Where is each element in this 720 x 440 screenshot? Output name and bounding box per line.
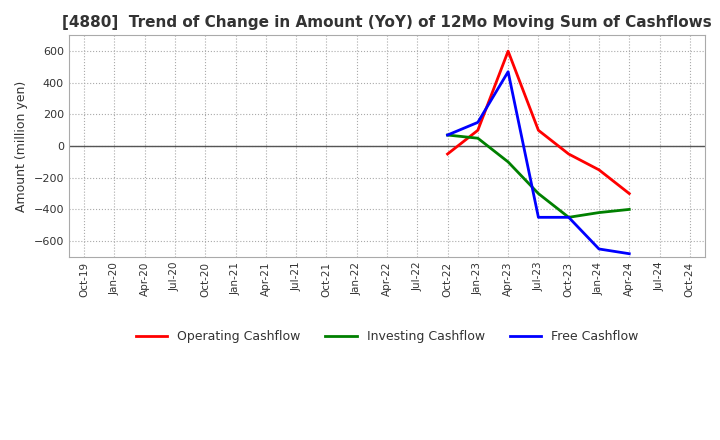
Investing Cashflow [534, 191, 543, 196]
Free Cashflow [444, 132, 452, 138]
Operating Cashflow [625, 191, 634, 196]
Y-axis label: Amount (million yen): Amount (million yen) [15, 81, 28, 212]
Free Cashflow [534, 215, 543, 220]
Operating Cashflow [504, 48, 513, 54]
Operating Cashflow [564, 151, 573, 157]
Investing Cashflow [504, 159, 513, 165]
Line: Operating Cashflow: Operating Cashflow [448, 51, 629, 194]
Operating Cashflow [595, 167, 603, 172]
Line: Free Cashflow: Free Cashflow [448, 72, 629, 254]
Free Cashflow [504, 69, 513, 74]
Investing Cashflow [564, 215, 573, 220]
Line: Investing Cashflow: Investing Cashflow [448, 135, 629, 217]
Operating Cashflow [444, 151, 452, 157]
Investing Cashflow [444, 132, 452, 138]
Investing Cashflow [595, 210, 603, 215]
Free Cashflow [595, 246, 603, 252]
Investing Cashflow [474, 136, 482, 141]
Free Cashflow [564, 215, 573, 220]
Operating Cashflow [534, 128, 543, 133]
Investing Cashflow [625, 207, 634, 212]
Title: [4880]  Trend of Change in Amount (YoY) of 12Mo Moving Sum of Cashflows: [4880] Trend of Change in Amount (YoY) o… [62, 15, 712, 30]
Operating Cashflow [474, 128, 482, 133]
Free Cashflow [474, 120, 482, 125]
Legend: Operating Cashflow, Investing Cashflow, Free Cashflow: Operating Cashflow, Investing Cashflow, … [130, 325, 643, 348]
Free Cashflow [625, 251, 634, 257]
